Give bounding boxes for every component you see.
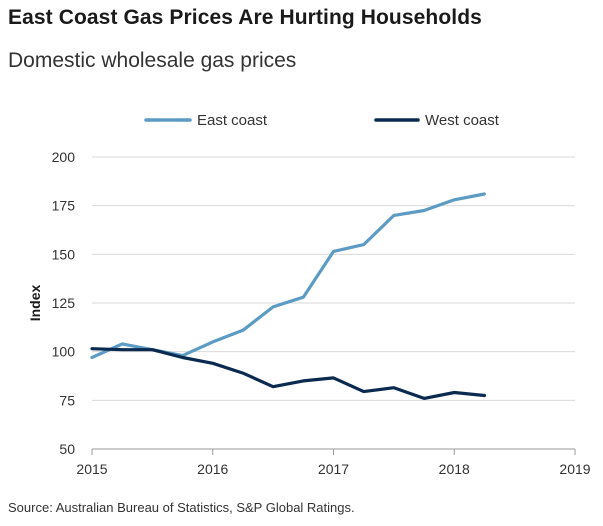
- chart-title: East Coast Gas Prices Are Hurting Househ…: [8, 6, 482, 29]
- y-tick-label-75: 75: [59, 392, 75, 408]
- legend-label-west-coast: West coast: [425, 112, 500, 129]
- y-tick-label-175: 175: [52, 198, 76, 214]
- y-tick-label-100: 100: [52, 344, 76, 360]
- x-tick-label-2019: 2019: [559, 461, 590, 477]
- y-tick-label-200: 200: [52, 149, 76, 165]
- x-tick-label-2016: 2016: [197, 461, 228, 477]
- series-line-west-coast: [90, 347, 486, 400]
- x-tick-label-2018: 2018: [439, 461, 470, 477]
- y-tick-label-50: 50: [59, 441, 75, 457]
- y-tick-label-125: 125: [52, 295, 76, 311]
- x-tick-label-2017: 2017: [318, 461, 349, 477]
- x-tick-label-2015: 2015: [76, 461, 107, 477]
- source-note: Source: Australian Bureau of Statistics,…: [8, 500, 355, 515]
- legend-label-east-coast: East coast: [197, 112, 268, 129]
- y-axis-label: Index: [27, 285, 43, 322]
- series-line-east-coast: [90, 192, 486, 360]
- y-tick-label-150: 150: [52, 246, 76, 262]
- chart-subtitle: Domestic wholesale gas prices: [8, 49, 297, 72]
